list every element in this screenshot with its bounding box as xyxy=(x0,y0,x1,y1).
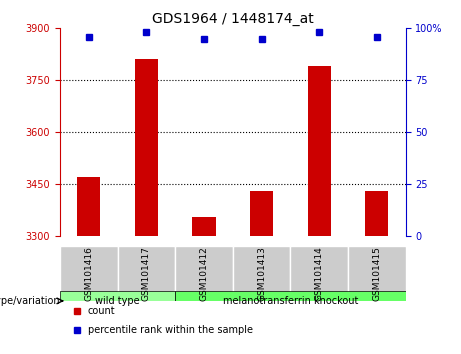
Text: GSM101416: GSM101416 xyxy=(84,246,93,301)
FancyBboxPatch shape xyxy=(60,291,175,311)
FancyBboxPatch shape xyxy=(233,246,290,301)
Text: GSM101417: GSM101417 xyxy=(142,246,151,301)
Bar xyxy=(77,177,100,236)
Text: percentile rank within the sample: percentile rank within the sample xyxy=(88,325,253,335)
FancyBboxPatch shape xyxy=(60,246,118,301)
FancyBboxPatch shape xyxy=(175,246,233,301)
Bar xyxy=(250,191,273,236)
FancyBboxPatch shape xyxy=(118,246,175,301)
Text: GSM101413: GSM101413 xyxy=(257,246,266,301)
Bar xyxy=(193,217,216,236)
Text: GSM101412: GSM101412 xyxy=(200,246,208,301)
Text: wild type: wild type xyxy=(95,296,140,306)
Text: GSM101415: GSM101415 xyxy=(372,246,381,301)
Text: count: count xyxy=(88,306,115,316)
FancyBboxPatch shape xyxy=(290,246,348,301)
Text: GSM101414: GSM101414 xyxy=(315,246,324,301)
FancyBboxPatch shape xyxy=(175,291,406,311)
Text: genotype/variation: genotype/variation xyxy=(0,296,60,306)
Bar xyxy=(365,191,388,236)
Bar xyxy=(308,67,331,236)
FancyBboxPatch shape xyxy=(348,246,406,301)
Title: GDS1964 / 1448174_at: GDS1964 / 1448174_at xyxy=(152,12,313,26)
Bar xyxy=(135,59,158,236)
Text: melanotransferrin knockout: melanotransferrin knockout xyxy=(223,296,358,306)
